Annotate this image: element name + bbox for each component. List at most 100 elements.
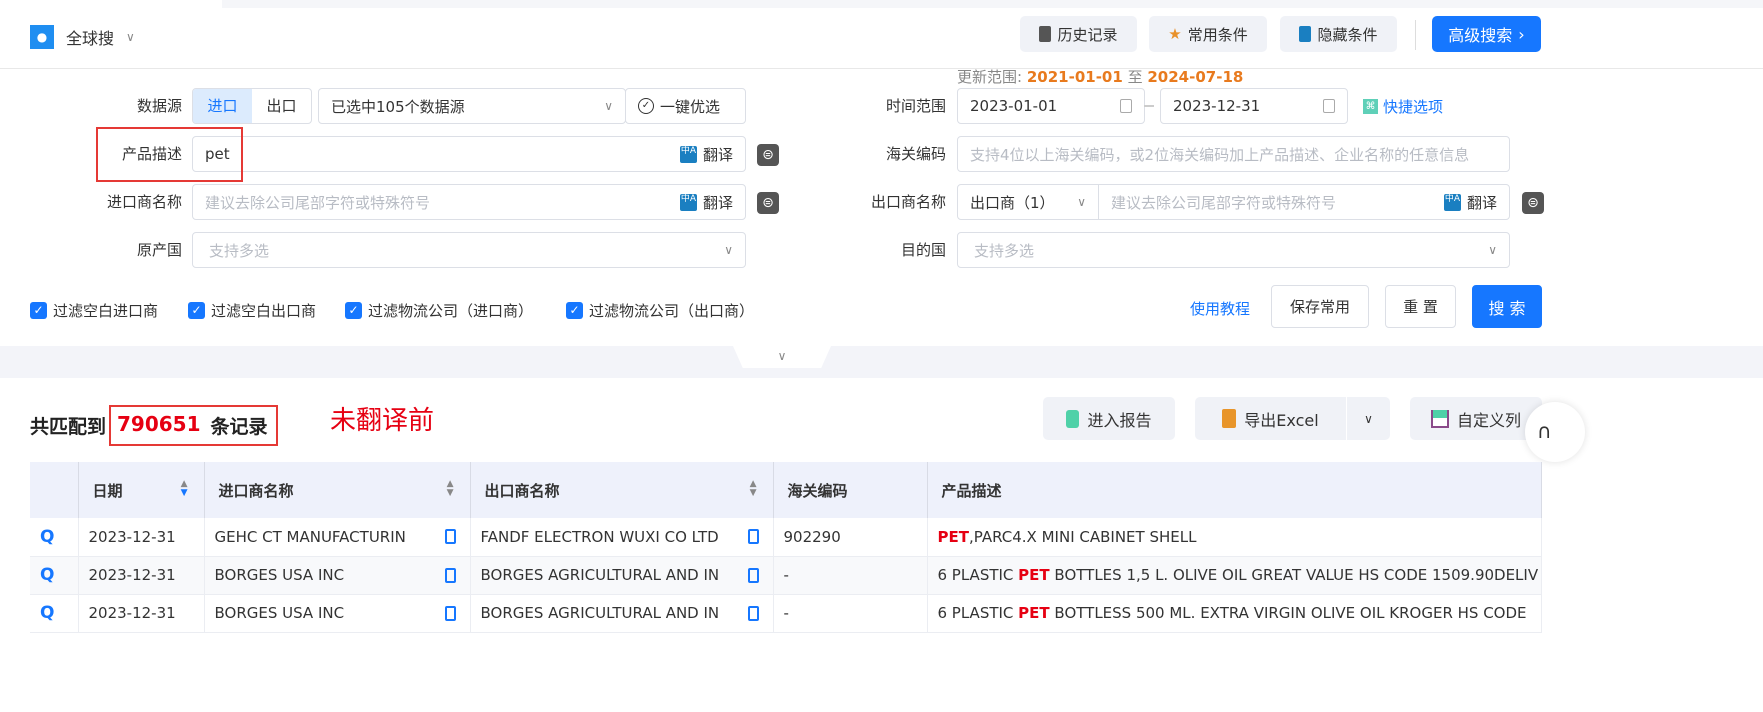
reset-button[interactable]: 重 置 — [1385, 285, 1456, 328]
data-source-label: 数据源 — [136, 97, 182, 115]
collapse-toggle[interactable]: ∨ — [733, 346, 831, 368]
search-options-icon[interactable]: ⊜ — [757, 144, 779, 166]
translate-button[interactable]: 中A 翻译 — [679, 145, 733, 164]
translate-icon: 中A — [1443, 193, 1461, 211]
export-excel-button[interactable]: 导出Excel — [1195, 397, 1346, 440]
search-icon[interactable]: Q — [40, 526, 55, 547]
header-hs-code: 海关编码 — [773, 462, 928, 518]
translate-button[interactable]: 中A 翻译 — [679, 193, 733, 212]
header-product-desc: 产品描述 — [927, 462, 1542, 518]
headset-icon: ∩ — [1537, 419, 1552, 443]
chevron-right-icon: › — [1518, 24, 1525, 44]
report-button[interactable]: 进入报告 — [1043, 397, 1175, 440]
header-exporter[interactable]: 出口商名称 ▲ ▼ — [470, 462, 774, 518]
annotation-text: 未翻译前 — [330, 406, 435, 436]
table-row[interactable]: Q 2023-12-31 BORGES USA INC BORGES AGRIC… — [30, 594, 1542, 633]
date-from-input[interactable]: 2023-01-01 — [957, 88, 1145, 124]
exporter-label: 出口商名称 — [870, 193, 946, 211]
notebook-icon — [1066, 409, 1080, 428]
search-icon[interactable]: Q — [40, 565, 55, 585]
header-separator — [1415, 20, 1416, 50]
quick-options-link[interactable]: ⌘ 快捷选项 — [1363, 96, 1443, 117]
copy-icon[interactable] — [444, 605, 456, 621]
copy-icon[interactable] — [747, 529, 759, 544]
import-option[interactable]: 进口 — [193, 89, 252, 123]
filter-checkbox[interactable]: ✓ 过滤物流公司（出口商） — [566, 300, 754, 321]
history-icon — [1039, 26, 1052, 42]
chevron-down-icon: ∨ — [126, 30, 135, 44]
filter-checkbox[interactable]: ✓ 过滤空白出口商 — [188, 300, 316, 321]
tutorial-link[interactable]: 使用教程 — [1190, 300, 1251, 318]
advanced-search-button[interactable]: 高级搜索 › — [1432, 16, 1541, 52]
scope-selector[interactable]: ● 全球搜 ∨ — [30, 25, 135, 49]
optimize-button[interactable]: ✓ 一键优选 — [625, 88, 746, 124]
exporter-type-select[interactable]: 出口商（1） ∨ — [957, 184, 1099, 220]
calendar-icon — [1120, 99, 1132, 113]
favorites-button[interactable]: ★ 常用条件 — [1149, 16, 1267, 52]
chevron-down-icon: ∨ — [1488, 243, 1497, 257]
star-icon: ★ — [1168, 25, 1182, 43]
chevron-down-icon: ∨ — [1077, 195, 1086, 209]
header-date[interactable]: 日期 ▲ ▼ — [78, 462, 205, 518]
checkbox-checked-icon: ✓ — [566, 302, 583, 319]
hide-conditions-button[interactable]: 隐藏条件 — [1280, 16, 1397, 52]
search-options-icon[interactable]: ⊜ — [1522, 192, 1544, 214]
importer-input[interactable]: 建议去除公司尾部字符或特殊符号 中A 翻译 — [192, 184, 746, 220]
calendar-icon — [1323, 99, 1335, 113]
header-divider — [0, 68, 1763, 69]
time-range-label: 时间范围 — [885, 97, 946, 115]
update-range: 更新范围: 2021-01-01 至 2024-07-18 — [957, 68, 1244, 86]
chevron-down-icon: ∨ — [604, 99, 613, 113]
check-circle-icon: ✓ — [638, 98, 654, 114]
results-count: 共匹配到 790651 条记录 — [30, 405, 278, 446]
support-headset-button[interactable]: ∩ — [1525, 402, 1585, 462]
search-options-icon[interactable]: ⊜ — [757, 192, 779, 214]
exporter-input[interactable]: 建议去除公司尾部字符或特殊符号 中A 翻译 — [1098, 184, 1510, 220]
date-to-input[interactable]: 2023-12-31 — [1160, 88, 1348, 124]
history-button[interactable]: 历史记录 — [1020, 16, 1137, 52]
columns-icon — [1430, 409, 1449, 428]
checkbox-checked-icon: ✓ — [30, 302, 47, 319]
top-strip — [222, 0, 1763, 8]
date-separator — [1144, 105, 1154, 107]
filter-checkbox[interactable]: ✓ 过滤空白进口商 — [30, 300, 158, 321]
custom-columns-button[interactable]: 自定义列 — [1410, 397, 1542, 440]
hs-code-input[interactable]: 支持4位以上海关编码，或2位海关编码加上产品描述、企业名称的任意信息 — [957, 136, 1510, 172]
export-option[interactable]: 出口 — [266, 97, 297, 115]
results-table: 日期 ▲ ▼ 进口商名称 ▲ ▼ 出口商名称 ▲ ▼ 海关编码 产品描述 Q 2023-12… — [30, 462, 1542, 633]
hs-code-label: 海关编码 — [885, 145, 946, 163]
translate-icon: 中A — [679, 193, 697, 211]
checkbox-checked-icon: ✓ — [188, 302, 205, 319]
header-importer[interactable]: 进口商名称 ▲ ▼ — [204, 462, 471, 518]
translate-icon: 中A — [679, 145, 697, 163]
copy-icon[interactable] — [444, 567, 456, 583]
product-desc-label: 产品描述 — [121, 145, 182, 163]
sort-icon[interactable]: ▲ ▼ — [446, 479, 454, 498]
data-source-select[interactable]: 已选中105个数据源 ∨ — [318, 88, 626, 124]
checkbox-checked-icon: ✓ — [345, 302, 362, 319]
search-icon[interactable]: Q — [40, 603, 55, 623]
importer-label: 进口商名称 — [106, 193, 182, 211]
chevron-down-icon: ∨ — [777, 349, 787, 363]
table-header: 日期 ▲ ▼ 进口商名称 ▲ ▼ 出口商名称 ▲ ▼ 海关编码 产品描述 — [30, 462, 1542, 518]
save-favorite-button[interactable]: 保存常用 — [1271, 285, 1369, 328]
product-desc-input[interactable]: pet 中A 翻译 — [192, 136, 746, 172]
filter-checkbox[interactable]: ✓ 过滤物流公司（进口商） — [345, 300, 533, 321]
data-source-toggle[interactable]: 进口 出口 — [192, 88, 312, 124]
globe-icon: ● — [30, 25, 54, 49]
copy-icon[interactable] — [747, 605, 759, 621]
export-dropdown-button[interactable]: ∨ — [1347, 397, 1390, 440]
translate-button[interactable]: 中A 翻译 — [1443, 193, 1497, 212]
origin-label: 原产国 — [136, 241, 182, 259]
origin-select[interactable]: 支持多选 ∨ — [192, 232, 746, 268]
copy-icon[interactable] — [747, 567, 759, 583]
table-row[interactable]: Q 2023-12-31 GEHC CT MANUFACTURIN FANDF … — [30, 518, 1542, 557]
copy-icon[interactable] — [444, 529, 456, 544]
destination-select[interactable]: 支持多选 ∨ — [957, 232, 1510, 268]
sort-icon[interactable]: ▲ ▼ — [180, 479, 188, 498]
annotation-box — [96, 127, 243, 182]
table-row[interactable]: Q 2023-12-31 BORGES USA INC BORGES AGRIC… — [30, 556, 1542, 595]
search-button[interactable]: 搜 索 — [1472, 285, 1542, 328]
export-file-icon — [1222, 409, 1237, 428]
sort-icon[interactable]: ▲ ▼ — [749, 479, 757, 498]
